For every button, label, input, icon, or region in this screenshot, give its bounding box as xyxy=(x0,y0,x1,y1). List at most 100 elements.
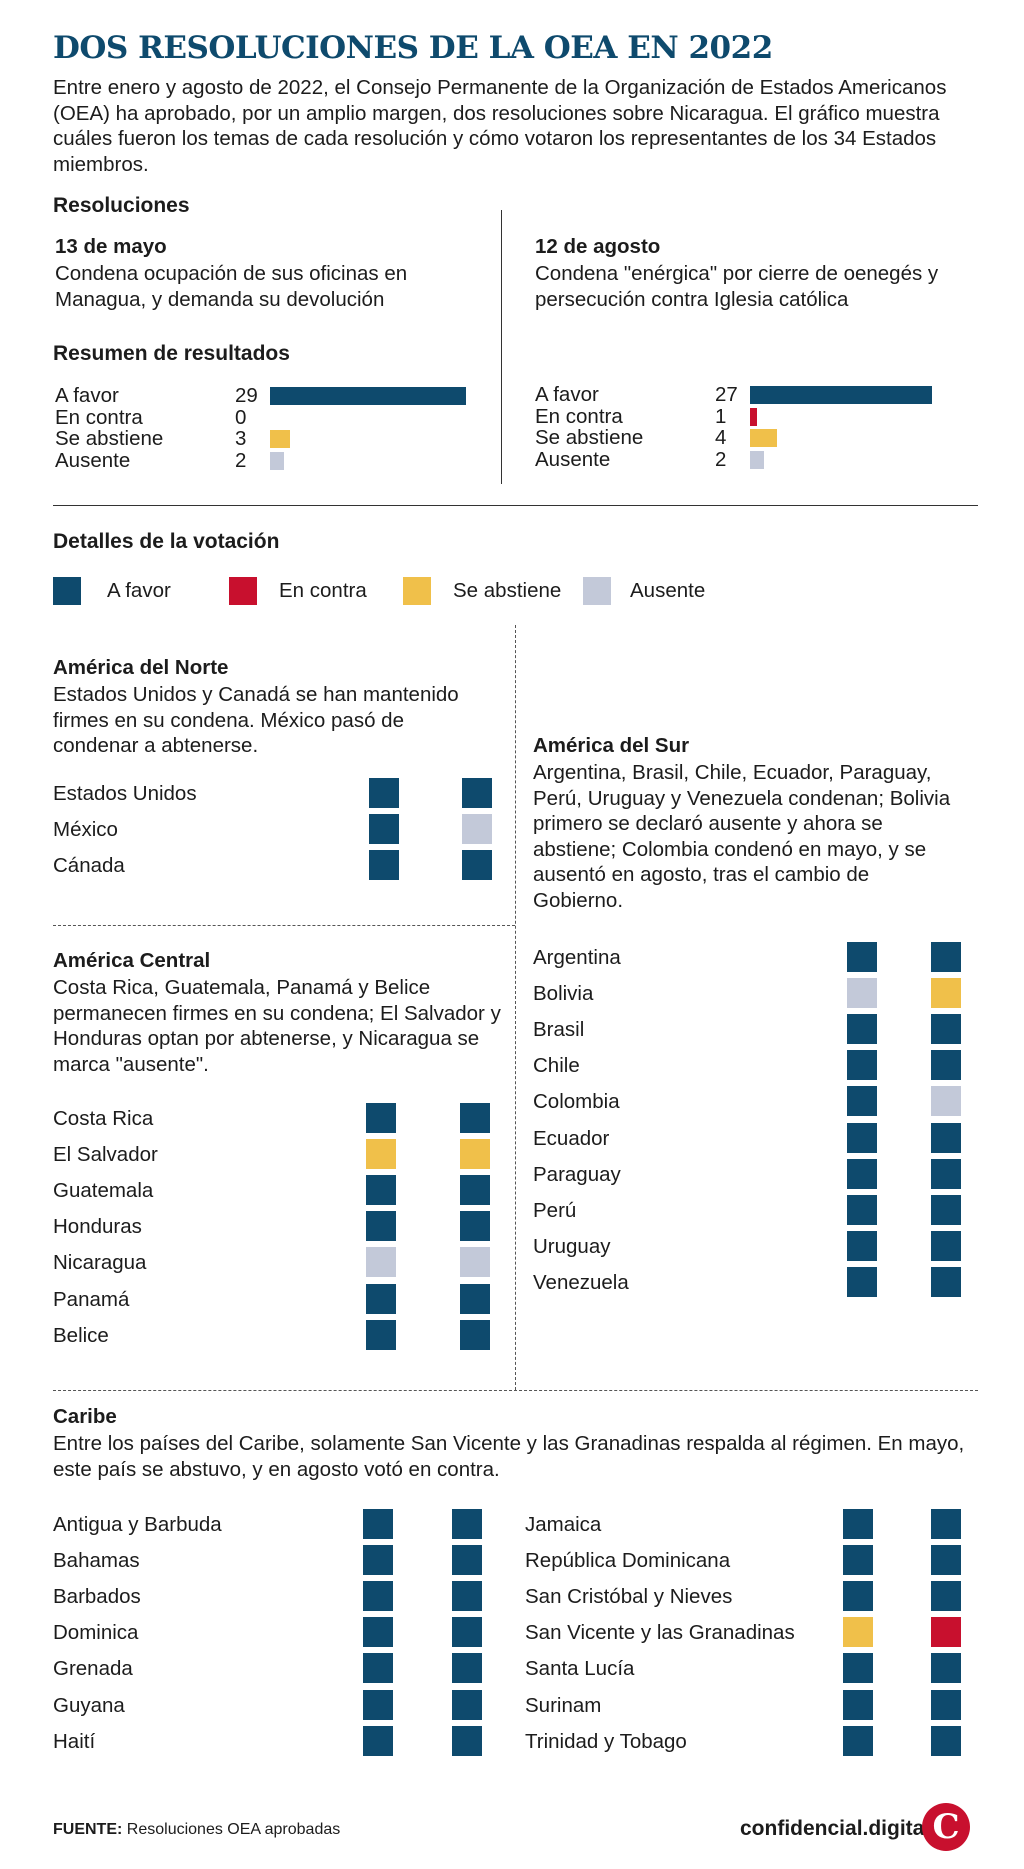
vote-cell xyxy=(452,1690,482,1720)
vote-cell xyxy=(847,1231,877,1261)
region-name-central: América Central xyxy=(53,949,211,972)
summary-label: En contra xyxy=(55,405,143,429)
summary-label: Ausente xyxy=(535,448,611,472)
vote-cell xyxy=(363,1726,393,1756)
legend-label: A favor xyxy=(107,579,171,602)
country-row: Honduras xyxy=(53,1209,492,1245)
country-row: Brasil xyxy=(533,1012,963,1048)
vote-cell xyxy=(847,1050,877,1080)
vote-cell xyxy=(369,814,399,844)
resolution-date-2: 12 de agosto xyxy=(535,235,661,258)
summary-label: Se abstiene xyxy=(535,426,644,450)
country-name: Chile xyxy=(533,1054,580,1077)
vote-cell xyxy=(847,1014,877,1044)
vote-cell xyxy=(931,1231,961,1261)
vote-cell xyxy=(452,1726,482,1756)
summary-bar xyxy=(270,452,284,471)
country-name: Honduras xyxy=(53,1215,142,1238)
country-name: Nicaragua xyxy=(53,1251,147,1274)
country-row: Chile xyxy=(533,1048,963,1084)
summary-value: 27 xyxy=(715,383,738,406)
country-name: Estados Unidos xyxy=(53,782,197,805)
vote-cell xyxy=(460,1139,490,1169)
regions-divider-bottom xyxy=(53,1390,978,1391)
summary-august: A favor 27 En contra 1 Se abstiene 4 Ausente 2 xyxy=(535,382,955,492)
resoluciones-heading: Resoluciones xyxy=(53,194,190,217)
vote-cell xyxy=(460,1247,490,1277)
region-desc-sur: Argentina, Brasil, Chile, Ecuador, Parag… xyxy=(533,761,951,912)
summary-may: A favor 29 En contra 0 Se abstiene 3 Ausente 2 xyxy=(55,383,475,493)
country-row: Colombia xyxy=(533,1084,963,1120)
country-name: Surinam xyxy=(525,1694,602,1717)
vote-cell xyxy=(843,1690,873,1720)
vote-cell xyxy=(931,1267,961,1297)
vote-cell xyxy=(931,1581,961,1611)
vote-cell xyxy=(363,1690,393,1720)
summary-heading: Resumen de resultados xyxy=(53,342,290,365)
vote-cell xyxy=(931,1123,961,1153)
detalles-heading: Detalles de la votación xyxy=(53,530,280,553)
brand-name: confidencial.digital xyxy=(740,1817,931,1840)
vote-cell xyxy=(369,778,399,808)
country-row: Guatemala xyxy=(53,1173,492,1209)
vote-cell xyxy=(843,1581,873,1611)
country-name: Paraguay xyxy=(533,1163,621,1186)
country-row: Venezuela xyxy=(533,1265,963,1301)
vote-cell xyxy=(931,1726,961,1756)
country-row: Haití xyxy=(53,1724,484,1760)
summary-label: Ausente xyxy=(55,449,131,473)
country-row: Belice xyxy=(53,1318,492,1354)
country-row: Trinidad y Tobago xyxy=(525,1724,963,1760)
country-name: Ecuador xyxy=(533,1127,610,1150)
legend-swatch xyxy=(403,577,431,605)
legend-swatch xyxy=(229,577,257,605)
vote-cell xyxy=(366,1211,396,1241)
country-name: Bahamas xyxy=(53,1549,140,1572)
vote-cell xyxy=(366,1175,396,1205)
summary-bar xyxy=(750,386,932,404)
summary-row: En contra 0 xyxy=(55,405,475,431)
region-name-norte: América del Norte xyxy=(53,656,229,679)
country-name: El Salvador xyxy=(53,1143,158,1166)
vote-cell xyxy=(847,1195,877,1225)
vote-cell xyxy=(452,1509,482,1539)
vote-cell xyxy=(366,1103,396,1133)
country-row: El Salvador xyxy=(53,1137,492,1173)
summary-row: Ausente 2 xyxy=(535,447,955,473)
vote-cell xyxy=(366,1284,396,1314)
summary-value: 0 xyxy=(235,405,247,429)
summary-bar xyxy=(270,387,466,405)
vote-cell xyxy=(847,978,877,1008)
country-name: Santa Lucía xyxy=(525,1657,635,1680)
country-row: Argentina xyxy=(533,940,963,976)
country-name: Haití xyxy=(53,1730,96,1753)
vote-cell xyxy=(931,1653,961,1683)
vote-cell xyxy=(452,1617,482,1647)
country-row: Dominica xyxy=(53,1615,484,1651)
resolution-date-1: 13 de mayo xyxy=(55,235,167,258)
vote-cell xyxy=(366,1247,396,1277)
vote-cell xyxy=(460,1284,490,1314)
country-name: República Dominicana xyxy=(525,1549,731,1572)
resolutions-divider xyxy=(501,210,502,484)
region-desc-caribe: Entre los países del Caribe, solamente S… xyxy=(53,1432,965,1481)
country-name: Grenada xyxy=(53,1657,133,1680)
vote-cell xyxy=(460,1320,490,1350)
country-name: Guyana xyxy=(53,1694,125,1717)
vote-cell xyxy=(363,1509,393,1539)
summary-label: A favor xyxy=(55,384,119,407)
region-name-caribe: Caribe xyxy=(53,1405,117,1428)
vote-cell xyxy=(363,1653,393,1683)
vote-cell xyxy=(847,1086,877,1116)
vote-cell xyxy=(363,1617,393,1647)
country-row: San Vicente y las Granadinas xyxy=(525,1615,963,1651)
country-row: Nicaragua xyxy=(53,1245,492,1281)
summary-value: 3 xyxy=(235,427,247,451)
summary-bar xyxy=(750,407,757,426)
summary-row: A favor 27 xyxy=(535,382,955,408)
country-row: Paraguay xyxy=(533,1157,963,1193)
country-name: México xyxy=(53,818,118,841)
brand-logo xyxy=(922,1803,970,1851)
country-name: Guatemala xyxy=(53,1179,154,1202)
country-name: Barbados xyxy=(53,1585,141,1608)
